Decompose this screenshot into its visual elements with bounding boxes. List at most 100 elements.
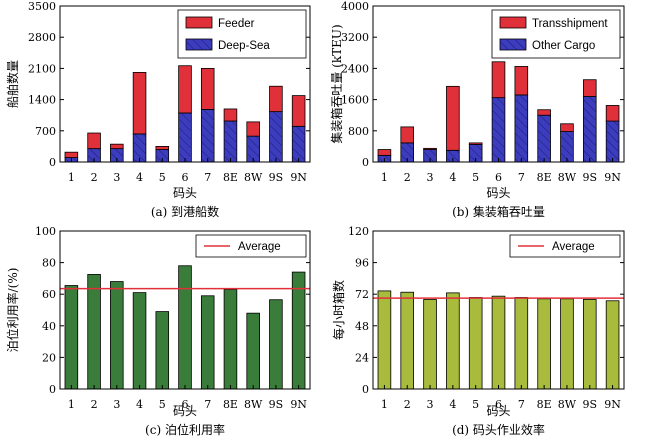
bar-value-3 bbox=[110, 281, 124, 390]
bar-value-4 bbox=[132, 292, 147, 390]
x-tick-label: 5 bbox=[472, 171, 479, 184]
x-tick-label: 5 bbox=[159, 398, 166, 411]
bar-hatch-6 bbox=[178, 112, 192, 162]
y-tick-label: 60 bbox=[42, 288, 56, 301]
x-tick-label: 9N bbox=[290, 398, 307, 411]
y-tick-label: 800 bbox=[348, 125, 369, 138]
x-tick-label: 8W bbox=[558, 398, 577, 411]
x-tick-label: 2 bbox=[91, 398, 98, 411]
x-tick-label: 3 bbox=[427, 398, 434, 411]
bar-hatch-2 bbox=[87, 148, 101, 162]
bar-feeder-2 bbox=[87, 132, 101, 150]
bar-hatch-8W bbox=[560, 131, 574, 162]
y-tick-label: 48 bbox=[355, 320, 369, 333]
x-tick-label: 9S bbox=[269, 398, 284, 411]
x-axis-label: 码头 bbox=[173, 186, 197, 200]
y-axis-label: 集装箱吞吐量 (kTEU) bbox=[329, 24, 344, 143]
bar-hatch-4 bbox=[133, 133, 146, 162]
legend-label-average: Average bbox=[552, 241, 595, 253]
x-tick-label: 1 bbox=[381, 171, 388, 184]
x-tick-label: 8W bbox=[558, 171, 577, 184]
legend-swatch bbox=[499, 16, 527, 29]
bar-hatch-9S bbox=[583, 96, 597, 162]
legend-box bbox=[509, 234, 621, 258]
bar-value-4 bbox=[446, 292, 460, 390]
bar-hatch-8W bbox=[246, 136, 260, 162]
chart-caption: (c) 泊位利用率 bbox=[145, 422, 225, 437]
bar-transshipment-4 bbox=[446, 85, 460, 151]
x-tick-label: 8E bbox=[223, 398, 238, 411]
y-axis-label: 每小时箱数 bbox=[331, 280, 346, 340]
bar-value-1 bbox=[377, 290, 392, 390]
y-tick-label: 96 bbox=[355, 257, 369, 270]
bar-feeder-5 bbox=[155, 145, 170, 150]
x-tick-label: 6 bbox=[495, 171, 502, 184]
bar-value-9N bbox=[605, 300, 620, 390]
legend-label: Deep-Sea bbox=[218, 40, 270, 52]
bar-value-7 bbox=[514, 297, 529, 390]
bar-hatch-4 bbox=[446, 150, 460, 162]
x-tick-label: 9S bbox=[269, 171, 284, 184]
bar-value-2 bbox=[400, 291, 415, 390]
x-tick-label: 9N bbox=[604, 398, 621, 411]
chart-panel-2: 0 800 1600 2400 3200 4000 1 2 3 4 5 6 7 8E 8W 9S 9N 码头 集装箱… bbox=[329, 0, 625, 219]
bar-transshipment-5 bbox=[468, 142, 483, 145]
x-tick-label: 1 bbox=[68, 398, 75, 411]
x-tick-label: 8E bbox=[537, 398, 552, 411]
x-tick-label: 2 bbox=[404, 171, 411, 184]
y-tick-label: 72 bbox=[355, 288, 369, 301]
y-tick-label: 40 bbox=[42, 320, 56, 333]
bar-value-6 bbox=[178, 265, 192, 390]
legend: Average bbox=[509, 234, 621, 258]
y-tick-label: 1400 bbox=[28, 94, 56, 107]
chart-caption: (a) 到港船数 bbox=[151, 204, 219, 219]
chart-panel-3: 0 20 40 60 80 100 1 2 3 4 5 6 7 8E 8W 9S 9N 码头 泊位利用率/(%) (c… bbox=[5, 225, 311, 437]
legend-swatch bbox=[185, 16, 213, 29]
y-tick-label: 0 bbox=[49, 156, 56, 169]
legend-label-average: Average bbox=[238, 241, 281, 253]
bar-value-8E bbox=[537, 298, 551, 390]
bar-hatch-3 bbox=[423, 149, 437, 162]
legend: Transshipment Other Cargo bbox=[491, 9, 621, 59]
x-tick-label: 7 bbox=[518, 398, 525, 411]
bar-feeder-1 bbox=[64, 151, 79, 158]
bar-value-5 bbox=[155, 311, 170, 390]
x-axis-label: 码头 bbox=[486, 186, 510, 200]
bar-transshipment-8W bbox=[560, 123, 574, 132]
y-tick-label: 20 bbox=[42, 351, 56, 364]
x-tick-label: 1 bbox=[68, 171, 75, 184]
y-axis-label: 泊位利用率/(%) bbox=[5, 268, 20, 353]
y-tick-label: 2400 bbox=[341, 62, 369, 75]
bar-value-7 bbox=[200, 295, 215, 390]
y-tick-label: 4000 bbox=[341, 0, 369, 13]
x-tick-label: 9S bbox=[582, 398, 597, 411]
bar-transshipment-9N bbox=[605, 105, 620, 122]
x-tick-label: 4 bbox=[449, 171, 456, 184]
x-tick-label: 6 bbox=[495, 398, 502, 411]
y-tick-label: 1600 bbox=[341, 94, 369, 107]
x-axis-label: 码头 bbox=[173, 404, 197, 418]
y-tick-label: 3200 bbox=[341, 31, 369, 44]
bar-value-3 bbox=[423, 299, 437, 390]
bar-hatch-5 bbox=[469, 144, 483, 162]
legend: Average bbox=[195, 234, 307, 258]
legend-label: Transshipment bbox=[532, 18, 608, 30]
bar-value-6 bbox=[491, 295, 506, 390]
bar-hatch-9N bbox=[292, 126, 305, 162]
x-tick-label: 9S bbox=[582, 171, 597, 184]
bar-hatch-5 bbox=[155, 149, 169, 162]
x-tick-label: 4 bbox=[136, 171, 143, 184]
bar-hatch-6 bbox=[492, 97, 505, 162]
bar-hatch-7 bbox=[201, 109, 215, 162]
bar-hatch-8E bbox=[537, 115, 551, 162]
x-tick-label: 5 bbox=[472, 398, 479, 411]
legend: Feeder Deep-Sea bbox=[177, 9, 307, 59]
y-axis-label: 船舶数量 bbox=[5, 60, 20, 108]
bar-feeder-4 bbox=[132, 72, 147, 135]
x-tick-label: 3 bbox=[113, 398, 120, 411]
bar-transshipment-7 bbox=[514, 66, 529, 96]
bar-feeder-9S bbox=[269, 85, 283, 113]
chart-panel-1: 0 700 1400 2100 2800 3500 1 2 3 4 5 6 7 8E 8W 9S 9N 码头 船舶数… bbox=[5, 0, 311, 219]
y-tick-label: 100 bbox=[35, 225, 56, 238]
